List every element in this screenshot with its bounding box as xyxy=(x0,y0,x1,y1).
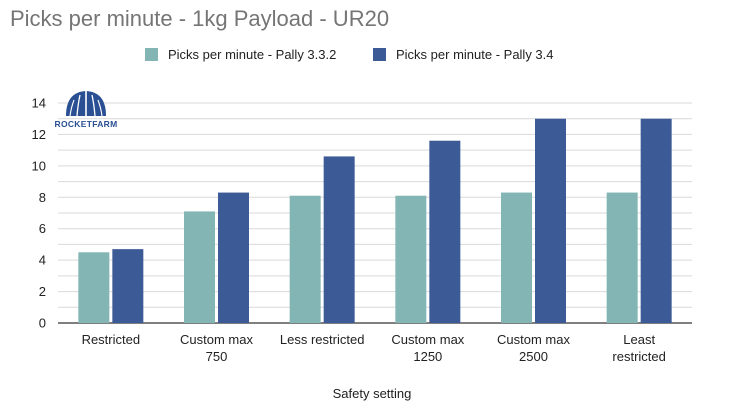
y-axis-ticks: 0 2 4 6 8 10 12 14 xyxy=(32,96,46,331)
x-category-label: Least xyxy=(623,332,655,347)
bar-series-2-5 xyxy=(535,118,566,323)
legend-label-1: Picks per minute - Pally 3.3.2 xyxy=(168,47,336,62)
bar-series-1-4 xyxy=(395,195,427,323)
rocketfarm-logo-icon xyxy=(66,91,106,117)
logo-text: ROCKETFARM xyxy=(55,119,118,129)
bar-series-2-2 xyxy=(218,192,249,323)
y-tick-label: 6 xyxy=(39,221,46,236)
x-category-label: Less restricted xyxy=(280,332,365,347)
y-tick-label: 4 xyxy=(39,253,46,268)
bar-series-1-2 xyxy=(184,211,215,323)
bar-series-1-5 xyxy=(501,192,532,323)
y-tick-label: 10 xyxy=(32,158,46,173)
x-axis-categories: Restricted Custom max 750 Less restricted Cu… xyxy=(82,332,666,364)
x-axis-title: Safety setting xyxy=(333,386,412,401)
legend-swatch-2 xyxy=(373,48,386,61)
x-category-label: 1250 xyxy=(413,349,442,364)
legend: Picks per minute - Pally 3.3.2 Picks per … xyxy=(145,47,554,62)
x-category-label: Custom max xyxy=(391,332,464,347)
x-category-label: Restricted xyxy=(82,332,141,347)
bar-series-1-6 xyxy=(606,192,638,323)
y-tick-label: 0 xyxy=(39,316,46,331)
bar-series-1-1 xyxy=(78,252,110,323)
legend-label-2: Picks per minute - Pally 3.4 xyxy=(396,47,554,62)
grid-lines xyxy=(58,102,692,324)
x-category-label: restricted xyxy=(612,349,665,364)
chart-title: Picks per minute - 1kg Payload - UR20 xyxy=(10,6,390,31)
y-tick-label: 2 xyxy=(39,284,46,299)
bar-series-1-3 xyxy=(289,195,321,323)
y-tick-label: 8 xyxy=(39,190,46,205)
bar-series-2-4 xyxy=(429,140,461,323)
x-category-label: Custom max xyxy=(497,332,570,347)
bar-series-2-6 xyxy=(640,118,672,323)
y-tick-label: 12 xyxy=(32,127,46,142)
rocketfarm-logo: ROCKETFARM xyxy=(55,91,118,129)
bar-series-2-1 xyxy=(112,249,144,323)
bar-series-2-3 xyxy=(323,156,355,323)
x-category-label: 750 xyxy=(206,349,228,364)
y-tick-label: 14 xyxy=(32,96,46,111)
x-category-label: Custom max xyxy=(180,332,253,347)
bars xyxy=(78,118,672,323)
x-category-label: 2500 xyxy=(519,349,548,364)
legend-swatch-1 xyxy=(145,48,158,61)
